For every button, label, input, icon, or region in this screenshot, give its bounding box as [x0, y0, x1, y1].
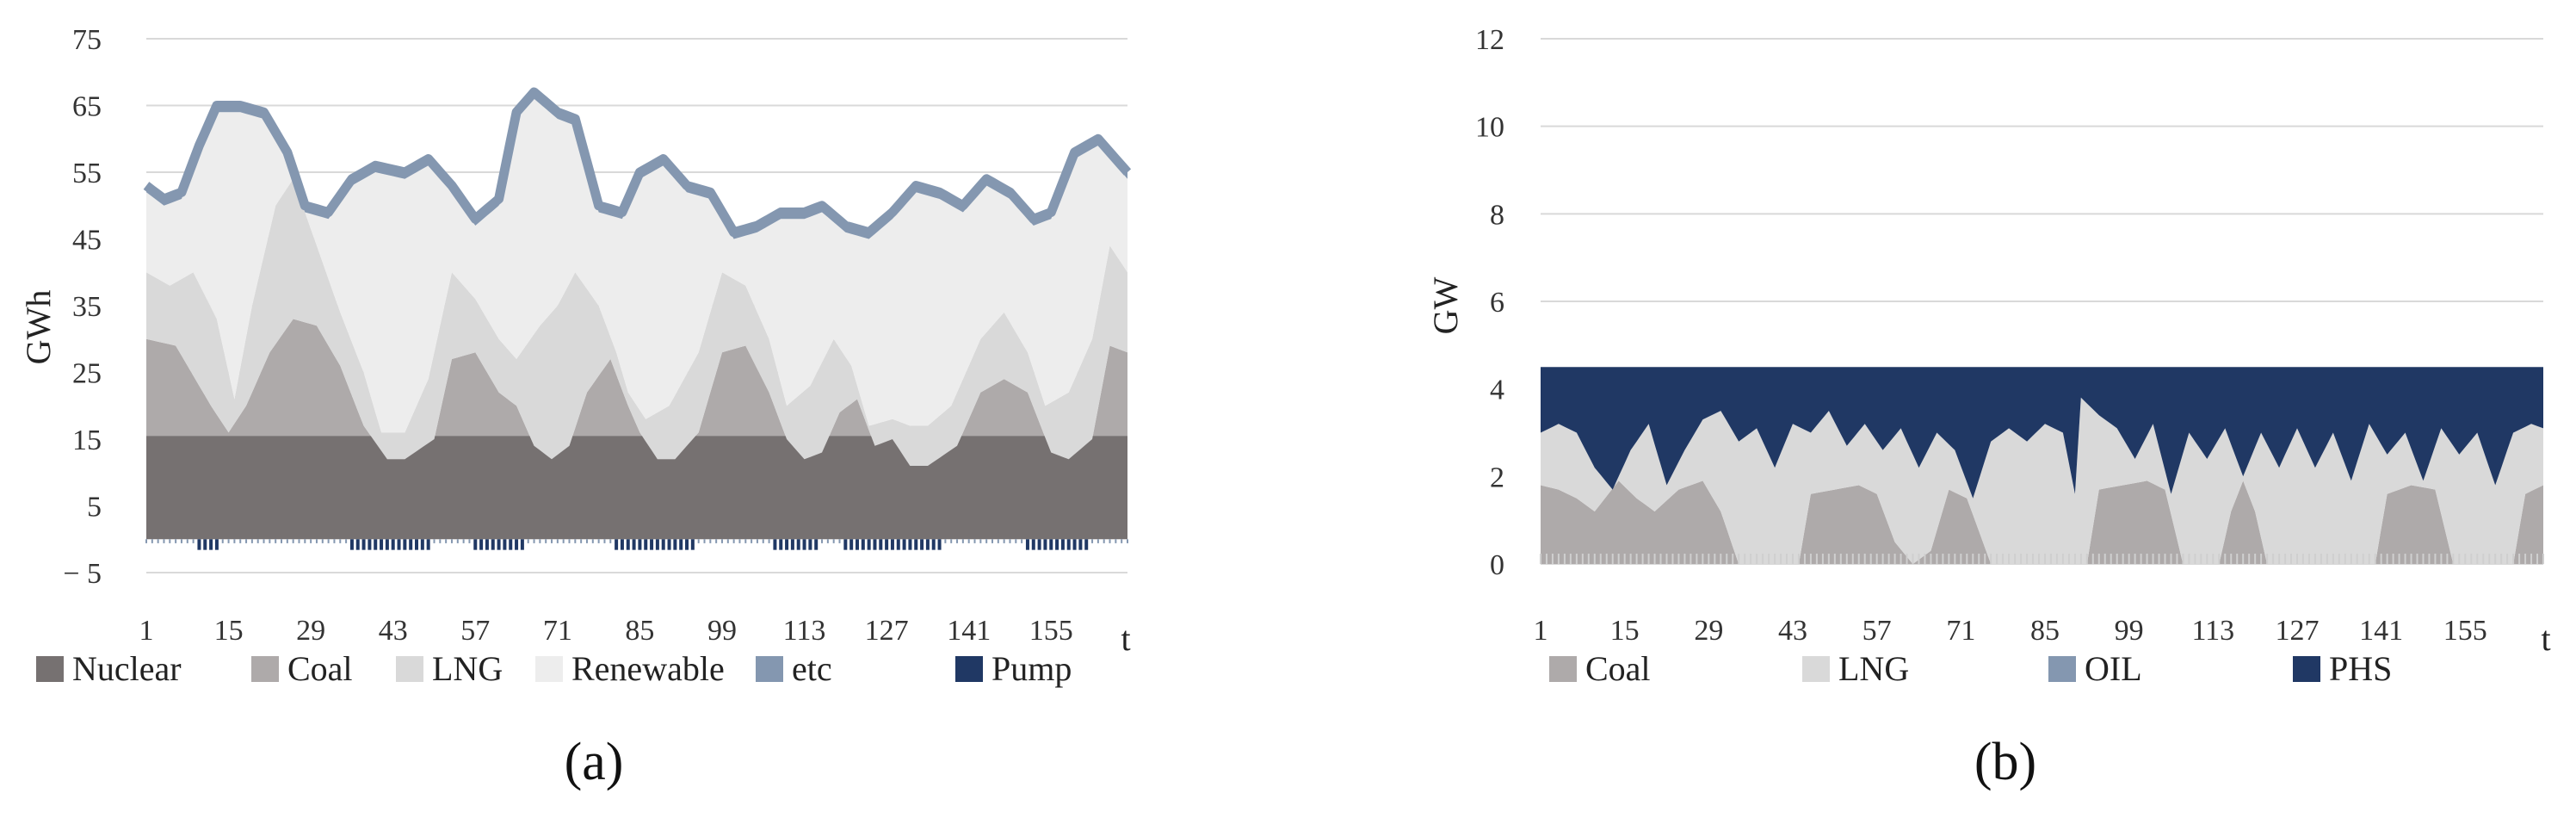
chart-a-caption: (a) — [565, 733, 624, 791]
legend-swatch-oil — [2048, 656, 2076, 682]
area-phs — [1541, 367, 2543, 499]
legend-swatch-phs — [2293, 656, 2320, 682]
legend-label-coal: Coal — [287, 649, 353, 688]
x-tick-label: 15 — [1610, 615, 1640, 647]
chart-b-y-ticks: 12 10 8 6 4 2 0 — [1475, 24, 1504, 581]
legend-swatch-pump — [955, 656, 983, 682]
y-tick-label: 15 — [72, 424, 102, 456]
y-tick-label: 4 — [1490, 375, 1504, 406]
legend-swatch-coal — [1549, 656, 1577, 682]
x-tick-label: 141 — [947, 615, 991, 647]
chart-a-pump-marks — [145, 539, 1128, 550]
legend-label-phs: PHS — [2329, 649, 2392, 688]
x-tick-label: 43 — [1778, 615, 1807, 647]
x-tick-label: 57 — [1863, 615, 1892, 647]
x-tick-label: 127 — [865, 615, 909, 647]
y-tick-label: 75 — [72, 24, 102, 56]
x-tick-label: 1 — [1534, 615, 1548, 647]
legend-label-renewable: Renewable — [571, 649, 725, 688]
chart-b-y-axis-title: GW — [1426, 276, 1465, 334]
line-etc — [143, 87, 1132, 238]
area-nuclear — [146, 436, 1127, 540]
y-tick-label: 35 — [72, 291, 102, 323]
legend-swatch-coal — [251, 656, 279, 682]
x-tick-label: 57 — [460, 615, 490, 647]
area-coal — [1541, 480, 2543, 564]
legend-label-coal: Coal — [1585, 649, 1651, 688]
y-tick-label: − 5 — [63, 558, 102, 590]
legend-swatch-etc — [756, 656, 783, 682]
x-tick-label: 113 — [783, 615, 826, 647]
chart-b-caption: (b) — [1974, 733, 2036, 791]
chart-b-x-ticks: 1 15 29 43 57 71 85 99 113 127 141 155 — [1534, 615, 2487, 647]
x-tick-label: 127 — [2275, 615, 2319, 647]
legend-label-lng: LNG — [1838, 649, 1909, 688]
x-tick-label: 99 — [2115, 615, 2144, 647]
chart-b-baseline-hatch — [1540, 554, 2544, 564]
area-coal — [146, 319, 1127, 466]
y-tick-label: 55 — [72, 158, 102, 189]
legend-swatch-lng — [1802, 656, 1830, 682]
area-renewable — [146, 98, 1127, 433]
legend-swatch-renewable — [535, 656, 563, 682]
y-tick-label: 6 — [1490, 287, 1504, 319]
chart-b: 12 10 8 6 4 2 0 1 15 29 43 57 71 85 99 113 127 141 155 GW… — [1426, 24, 2551, 791]
chart-b-plot — [1541, 367, 2543, 564]
x-tick-label: 43 — [379, 615, 408, 647]
y-tick-label: 12 — [1475, 24, 1504, 56]
x-tick-label: 85 — [2030, 615, 2060, 647]
legend-label-oil: OIL — [2085, 649, 2142, 688]
y-tick-label: 5 — [87, 492, 102, 524]
x-tick-label: 155 — [1029, 615, 1073, 647]
y-tick-label: 8 — [1490, 199, 1504, 231]
y-tick-label: 45 — [72, 225, 102, 257]
y-tick-label: 10 — [1475, 112, 1504, 144]
legend-label-nuclear: Nuclear — [72, 649, 182, 688]
legend-label-etc: etc — [792, 649, 832, 688]
chart-b-x-axis-title: t — [2541, 619, 2550, 658]
legend-swatch-lng — [396, 656, 423, 682]
chart-a-y-axis-title: GWh — [19, 290, 58, 365]
x-tick-label: 155 — [2443, 615, 2487, 647]
chart-a-y-ticks: 75 65 55 45 35 25 15 5 − 5 — [63, 24, 102, 590]
x-tick-label: 99 — [707, 615, 737, 647]
x-tick-label: 29 — [296, 615, 325, 647]
x-tick-label: 141 — [2359, 615, 2403, 647]
y-tick-label: 2 — [1490, 462, 1504, 493]
area-lng — [146, 178, 1127, 467]
y-tick-label: 0 — [1490, 549, 1504, 581]
x-tick-label: 85 — [625, 615, 654, 647]
x-tick-label: 71 — [543, 615, 572, 647]
area-lng — [1541, 397, 2543, 564]
x-tick-label: 113 — [2191, 615, 2234, 647]
chart-a-plot — [143, 87, 1132, 540]
x-tick-label: 15 — [214, 615, 244, 647]
legend-label-lng: LNG — [432, 649, 503, 688]
chart-b-legend: Coal LNG OIL PHS — [1549, 649, 2392, 688]
y-tick-label: 65 — [72, 91, 102, 123]
chart-a-x-ticks: 1 15 29 43 57 71 85 99 113 127 141 155 — [139, 615, 1073, 647]
x-tick-label: 29 — [1694, 615, 1723, 647]
legend-label-pump: Pump — [991, 649, 1072, 688]
x-tick-label: 1 — [139, 615, 154, 647]
y-tick-label: 25 — [72, 358, 102, 390]
chart-a-legend: Nuclear Coal LNG Renewable etc Pump — [36, 649, 1072, 688]
legend-swatch-nuclear — [36, 656, 64, 682]
x-tick-label: 71 — [1946, 615, 1975, 647]
chart-a-x-axis-title: t — [1121, 619, 1130, 658]
